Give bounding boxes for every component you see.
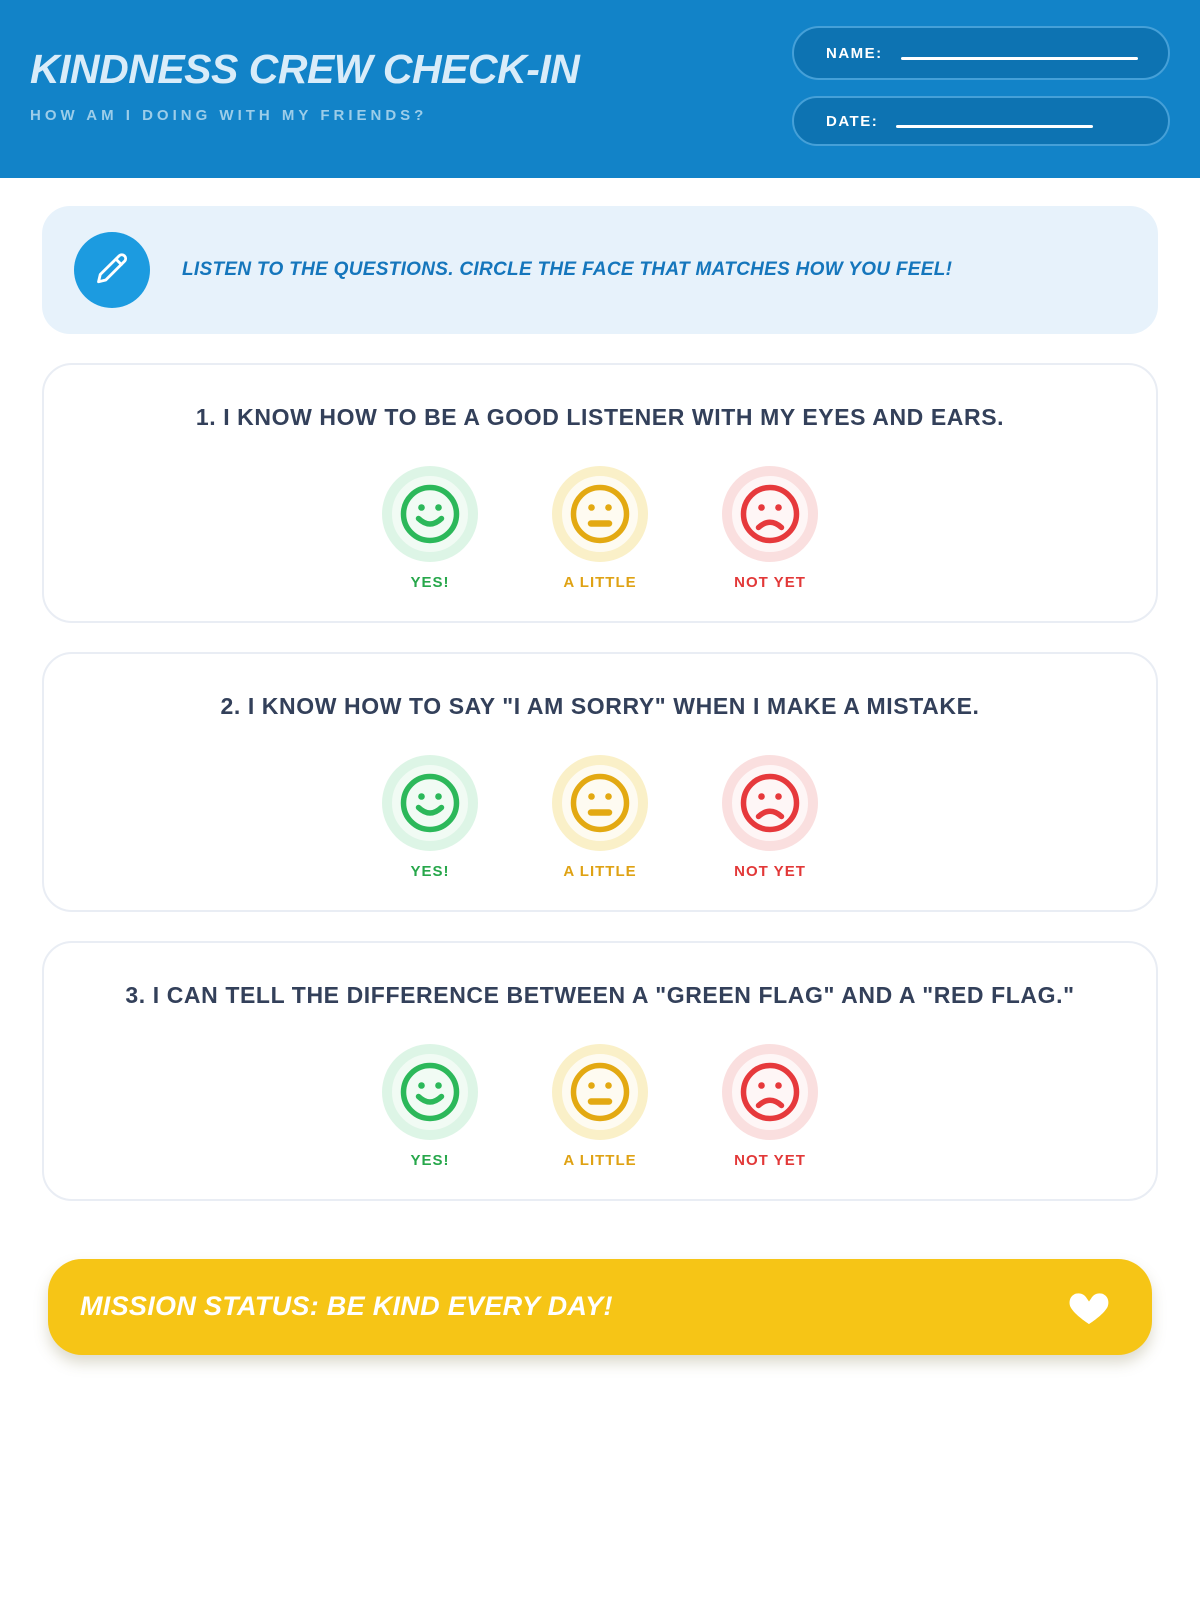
heart-icon: [1066, 1285, 1112, 1329]
option-yes[interactable]: YES!: [382, 754, 478, 880]
option-yes[interactable]: YES!: [382, 1043, 478, 1169]
neutral-face-icon: [552, 465, 648, 562]
sad-face-icon: [722, 465, 818, 562]
name-field-label: NAME:: [826, 44, 883, 62]
neutral-face-icon: [552, 1043, 648, 1140]
date-field-label: DATE:: [826, 112, 879, 130]
option-not-yet[interactable]: NOT YET: [722, 1043, 818, 1169]
date-input-line[interactable]: [896, 124, 1093, 128]
instruction-banner: LISTEN TO THE QUESTIONS. CIRCLE THE FACE…: [42, 206, 1158, 334]
option-a-little-label: A LITTLE: [563, 573, 637, 591]
question-3-options: YES! A LITTLE NO: [114, 1043, 1086, 1169]
option-a-little-label: A LITTLE: [563, 862, 637, 880]
page-subtitle: HOW AM I DOING WITH MY FRIENDS?: [30, 107, 428, 124]
question-3-title: 3. I CAN TELL THE DIFFERENCE BETWEEN A "…: [125, 981, 1075, 1008]
question-2-options: YES! A LITTLE NO: [114, 754, 1086, 880]
header: KINDNESS CREW CHECK-IN HOW AM I DOING WI…: [0, 0, 1200, 178]
question-card-2: 2. I KNOW HOW TO SAY "I AM SORRY" WHEN I…: [42, 651, 1158, 912]
question-card-3: 3. I CAN TELL THE DIFFERENCE BETWEEN A "…: [42, 940, 1158, 1201]
option-yes-label: YES!: [410, 1151, 450, 1169]
option-not-yet-label: NOT YET: [734, 862, 806, 880]
option-a-little[interactable]: A LITTLE: [552, 465, 648, 591]
header-title-block: KINDNESS CREW CHECK-IN HOW AM I DOING WI…: [30, 0, 580, 124]
option-yes-label: YES!: [410, 862, 450, 880]
option-a-little[interactable]: A LITTLE: [552, 754, 648, 880]
option-a-little-label: A LITTLE: [563, 1151, 637, 1169]
date-field[interactable]: DATE:: [792, 96, 1170, 146]
header-fields: NAME: DATE:: [792, 0, 1170, 146]
option-not-yet[interactable]: NOT YET: [722, 465, 818, 591]
option-not-yet-label: NOT YET: [734, 573, 806, 591]
name-field[interactable]: NAME:: [792, 26, 1170, 80]
option-not-yet-label: NOT YET: [734, 1151, 806, 1169]
option-not-yet[interactable]: NOT YET: [722, 754, 818, 880]
page-title: KINDNESS CREW CHECK-IN: [30, 46, 580, 92]
pencil-icon-badge: [74, 232, 150, 308]
question-1-options: YES! A LITTLE NO: [114, 465, 1086, 591]
question-2-title: 2. I KNOW HOW TO SAY "I AM SORRY" WHEN I…: [220, 692, 980, 719]
neutral-face-icon: [552, 754, 648, 851]
mission-status-banner: MISSION STATUS: BE KIND EVERY DAY!: [48, 1258, 1152, 1355]
sad-face-icon: [722, 754, 818, 851]
question-card-1: 1. I KNOW HOW TO BE A GOOD LISTENER WITH…: [42, 363, 1158, 623]
pencil-icon: [95, 251, 129, 290]
option-yes[interactable]: YES!: [382, 465, 478, 591]
happy-face-icon: [382, 1043, 478, 1140]
happy-face-icon: [382, 465, 478, 562]
name-input-line[interactable]: [900, 56, 1138, 60]
instruction-text: LISTEN TO THE QUESTIONS. CIRCLE THE FACE…: [182, 259, 953, 280]
sad-face-icon: [722, 1043, 818, 1140]
mission-status-text: MISSION STATUS: BE KIND EVERY DAY!: [80, 1291, 613, 1322]
option-a-little[interactable]: A LITTLE: [552, 1043, 648, 1169]
option-yes-label: YES!: [410, 573, 450, 591]
happy-face-icon: [382, 754, 478, 851]
question-1-title: 1. I KNOW HOW TO BE A GOOD LISTENER WITH…: [195, 404, 1005, 430]
